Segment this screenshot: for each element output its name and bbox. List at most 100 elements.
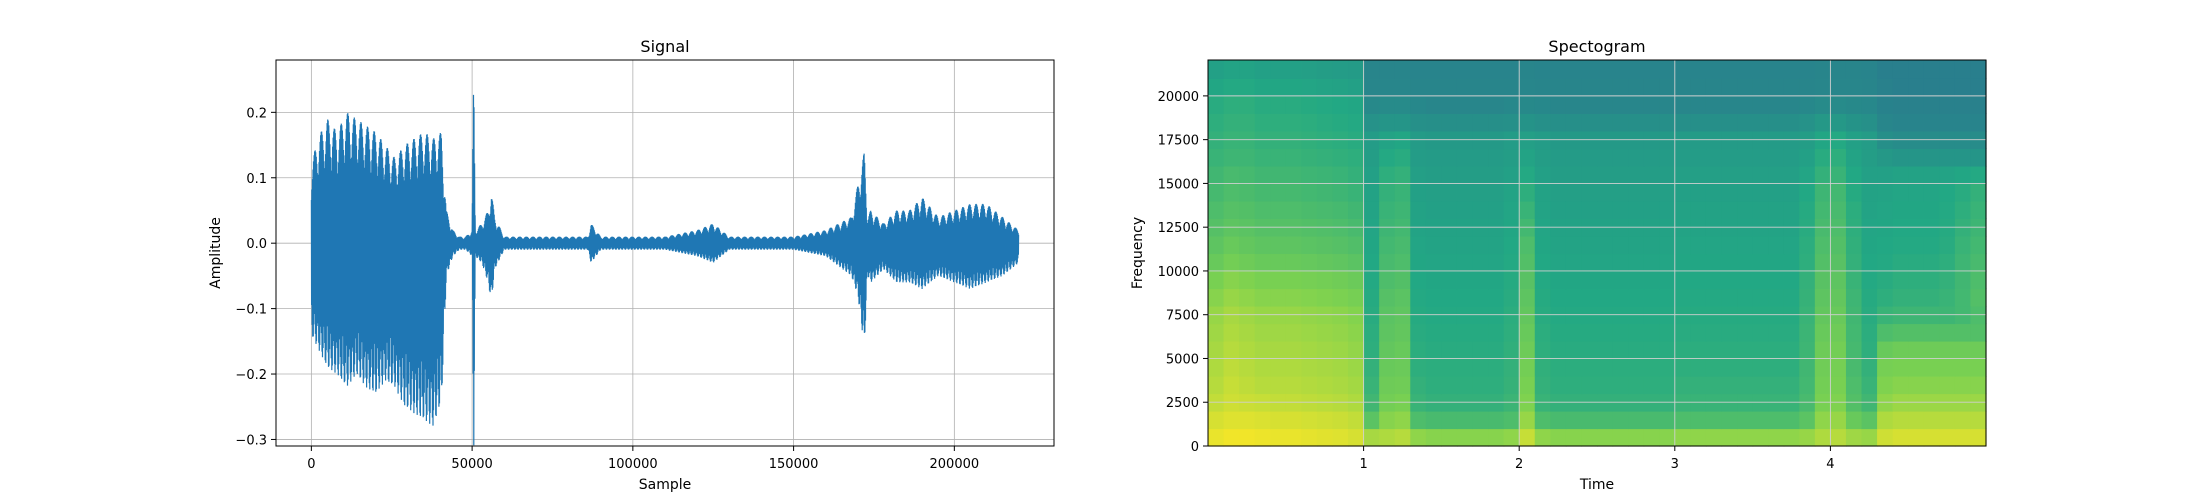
spectrogram-cell bbox=[1830, 428, 1847, 447]
spectrogram-cell bbox=[1550, 60, 1567, 79]
spectrogram-cell bbox=[1954, 323, 1972, 342]
spectrogram-cell bbox=[1239, 340, 1256, 360]
spectrogram-cell bbox=[1877, 78, 1894, 97]
spectrogram-cell bbox=[1456, 95, 1474, 114]
spectrogram-cell bbox=[1908, 410, 1925, 430]
spectrogram-cell bbox=[1534, 95, 1551, 114]
spectrogram-axes-frame bbox=[1207, 59, 1987, 447]
spectrogram-cell bbox=[1379, 428, 1396, 447]
spectrogram-cell bbox=[1208, 340, 1225, 360]
spectrogram-cell bbox=[1768, 358, 1785, 377]
spectrogram-cell bbox=[1908, 358, 1925, 377]
spectrogram-cell bbox=[1830, 183, 1847, 202]
signal-x-tick-label: 50000 bbox=[451, 457, 492, 472]
spectrogram-cell bbox=[1285, 235, 1302, 255]
spectrogram-cell bbox=[1208, 288, 1225, 307]
spectrogram-cell bbox=[1908, 253, 1925, 272]
spectrogram-cell bbox=[1301, 340, 1318, 360]
spectrogram-cell bbox=[1830, 253, 1847, 272]
spectrogram-cell bbox=[1628, 375, 1645, 395]
spectrogram-cell bbox=[1316, 323, 1334, 342]
spectrogram-cell bbox=[1550, 200, 1567, 220]
spectrogram-cell bbox=[1721, 95, 1738, 114]
spectrogram-cell bbox=[1425, 113, 1442, 132]
spectrogram-cell bbox=[1534, 183, 1551, 202]
spectrogram-cell bbox=[1332, 375, 1349, 395]
spectrogram-cell bbox=[1954, 235, 1972, 255]
spectrogram-cell bbox=[1939, 165, 1956, 185]
spectrogram-cell bbox=[1954, 288, 1972, 307]
spectrogram-cell bbox=[1379, 113, 1396, 132]
spectrogram-cell bbox=[1254, 288, 1271, 307]
spectrogram-cell bbox=[1223, 410, 1240, 430]
spectrogram-cell bbox=[1705, 340, 1723, 360]
spectrogram-cell bbox=[1954, 253, 1972, 272]
spectrogram-cell bbox=[1581, 235, 1598, 255]
spectrogram-cell bbox=[1628, 323, 1645, 342]
spectrogram-cell bbox=[1923, 235, 1940, 255]
spectrogram-cell bbox=[1721, 235, 1738, 255]
spectrogram-y-tick-label: 7500 bbox=[1166, 309, 1199, 324]
spectrogram-cell bbox=[1472, 95, 1489, 114]
spectrogram-cell bbox=[1799, 323, 1816, 342]
spectrogram-cell bbox=[1628, 358, 1645, 377]
spectrogram-cell bbox=[1814, 165, 1831, 185]
spectrogram-subplot: 1 2 3 4 0 2500 5000 7500 10000 12500 15000 17500 20… bbox=[1130, 37, 1987, 493]
spectrogram-cell bbox=[1581, 428, 1598, 447]
spectrogram-cell bbox=[1581, 253, 1598, 272]
spectrogram-cell bbox=[1597, 253, 1614, 272]
spectrogram-cell bbox=[1612, 270, 1629, 290]
spectrogram-cell bbox=[1705, 95, 1723, 114]
spectrogram-cell bbox=[1721, 375, 1738, 395]
spectrogram-cell bbox=[1394, 323, 1411, 342]
spectrogram-cell bbox=[1581, 288, 1598, 307]
spectrogram-cell bbox=[1892, 358, 1909, 377]
spectrogram-cell bbox=[1456, 253, 1474, 272]
spectrogram-cell bbox=[1612, 78, 1629, 97]
spectrogram-cell bbox=[1597, 323, 1614, 342]
spectrogram-cell bbox=[1332, 270, 1349, 290]
spectrogram-cell bbox=[1285, 270, 1302, 290]
spectrogram-cell bbox=[1783, 253, 1800, 272]
spectrogram-cell bbox=[1612, 358, 1629, 377]
spectrogram-cell bbox=[1752, 323, 1769, 342]
spectrogram-cell bbox=[1332, 95, 1349, 114]
spectrogram-cell bbox=[1239, 200, 1256, 220]
spectrogram-cell bbox=[1534, 113, 1551, 132]
spectrogram-cell bbox=[1254, 410, 1271, 430]
spectrogram-cell bbox=[1892, 200, 1909, 220]
spectrogram-cell bbox=[1223, 253, 1240, 272]
spectrogram-cell bbox=[1363, 235, 1380, 255]
spectrogram-cell bbox=[1316, 410, 1334, 430]
spectrogram-cell bbox=[1643, 165, 1660, 185]
spectrogram-cell bbox=[1799, 375, 1816, 395]
spectrogram-cell bbox=[1425, 428, 1442, 447]
spectrogram-cell bbox=[1223, 113, 1240, 132]
spectrogram-cell bbox=[1814, 288, 1831, 307]
spectrogram-cell bbox=[1954, 165, 1972, 185]
spectrogram-y-tick-label: 10000 bbox=[1158, 265, 1199, 280]
spectrogram-cell bbox=[1612, 288, 1629, 307]
spectrogram-cell bbox=[1705, 183, 1723, 202]
spectrogram-cell bbox=[1954, 200, 1972, 220]
spectrogram-cell bbox=[1908, 78, 1925, 97]
spectrogram-cell bbox=[1316, 340, 1334, 360]
spectrogram-cell bbox=[1845, 95, 1863, 114]
spectrogram-cell bbox=[1628, 200, 1645, 220]
spectrogram-cell bbox=[1737, 253, 1754, 272]
spectrogram-cell bbox=[1410, 183, 1427, 202]
spectrogram-cell bbox=[1690, 200, 1707, 220]
spectrogram-cell bbox=[1939, 183, 1956, 202]
spectrogram-cell bbox=[1814, 410, 1831, 430]
spectrogram-cell bbox=[1581, 270, 1598, 290]
spectrogram-cell bbox=[1332, 428, 1349, 447]
spectrogram-cell bbox=[1270, 183, 1287, 202]
spectrogram-cell bbox=[1612, 183, 1629, 202]
spectrogram-cell bbox=[1721, 358, 1738, 377]
spectrogram-cell bbox=[1877, 95, 1894, 114]
spectrogram-cell bbox=[1301, 288, 1318, 307]
spectrogram-cell bbox=[1939, 340, 1956, 360]
spectrogram-cell bbox=[1659, 113, 1676, 132]
spectrogram-cell bbox=[1674, 148, 1691, 167]
spectrogram-cell bbox=[1612, 253, 1629, 272]
